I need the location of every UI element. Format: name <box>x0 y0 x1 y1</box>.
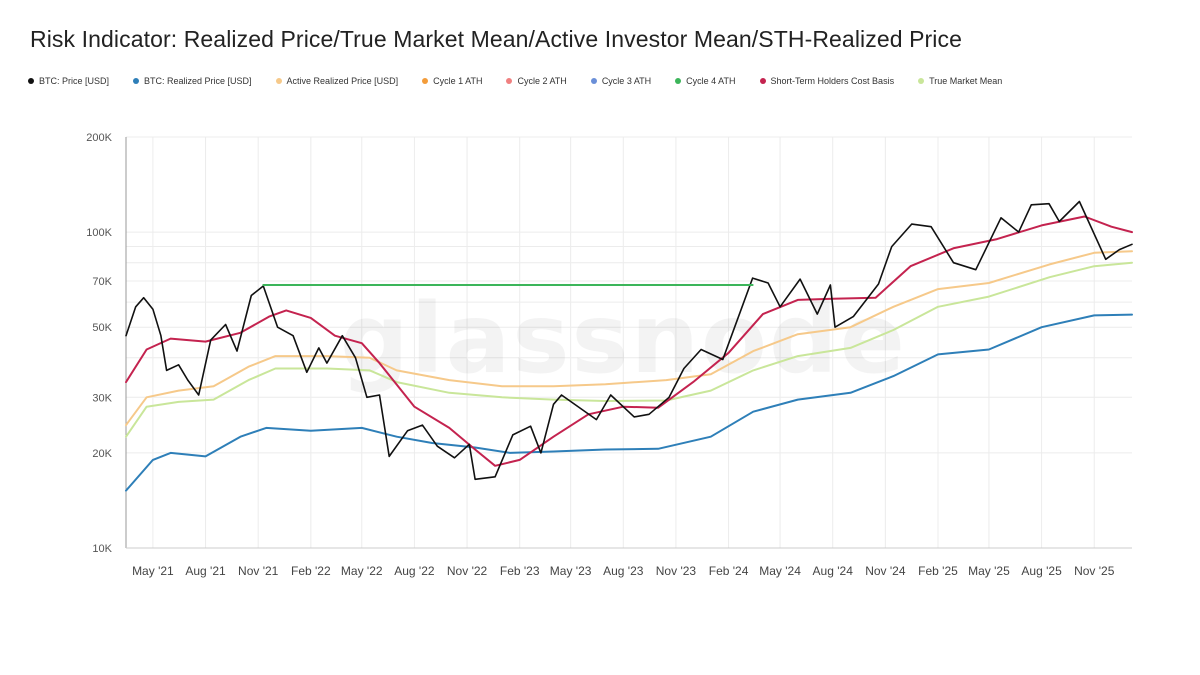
legend-dot-icon <box>422 78 429 84</box>
y-tick-label: 50K <box>92 322 112 334</box>
y-tick-label: 20K <box>92 448 112 460</box>
gridlines <box>126 136 1132 549</box>
x-tick-label: Aug '24 <box>813 564 854 578</box>
series-line-btc-realized-price-usd <box>125 313 1133 492</box>
x-tick-label: Aug '22 <box>394 564 435 578</box>
series-line-btc-price-usd <box>125 200 1133 481</box>
y-tick-label: 10K <box>92 543 112 555</box>
legend-dot-icon <box>133 78 140 84</box>
legend-dot-icon <box>918 78 925 84</box>
legend-label: Cycle 1 ATH <box>433 76 483 86</box>
legend-item[interactable]: BTC: Price [USD] <box>28 76 109 86</box>
series-line-short-term-holders-cost-basis <box>125 215 1133 467</box>
legend-dot-icon <box>675 78 682 84</box>
series-line-true-market-mean <box>125 261 1133 438</box>
x-tick-label: Feb '23 <box>500 564 540 578</box>
legend-label: Short-Term Holders Cost Basis <box>770 76 895 86</box>
legend-label: BTC: Realized Price [USD] <box>144 76 252 86</box>
legend-dot-icon <box>275 78 282 84</box>
legend-label: Active Realized Price [USD] <box>286 76 399 86</box>
legend-label: Cycle 3 ATH <box>601 76 652 86</box>
legend-item[interactable]: True Market Mean <box>918 76 1002 86</box>
legend-item[interactable]: Active Realized Price [USD] <box>275 76 399 86</box>
x-tick-label: May '25 <box>968 564 1010 578</box>
y-tick-label: 100K <box>86 227 112 239</box>
chart-title: Risk Indicator: Realized Price/True Mark… <box>30 26 963 52</box>
legend-dot-icon <box>590 78 597 84</box>
x-tick-label: Feb '25 <box>918 564 958 578</box>
x-tick-label: Aug '23 <box>603 564 644 578</box>
x-tick-label: Nov '21 <box>238 564 279 578</box>
legend-item[interactable]: BTC: Realized Price [USD] <box>133 76 252 86</box>
x-tick-label: Aug '21 <box>185 564 226 578</box>
x-tick-label: Nov '24 <box>865 564 906 578</box>
legend-item[interactable]: Cycle 2 ATH <box>506 76 567 86</box>
series-line-active-realized-price-usd <box>125 250 1133 427</box>
x-tick-label: Feb '22 <box>291 564 331 578</box>
x-tick-label: May '21 <box>132 564 174 578</box>
legend-dot-icon <box>506 78 513 84</box>
x-tick-label: Nov '23 <box>656 564 697 578</box>
legend-dot-icon <box>28 78 34 84</box>
legend-label: True Market Mean <box>929 76 1003 86</box>
y-tick-label: 30K <box>92 392 112 404</box>
x-tick-label: May '23 <box>550 564 592 578</box>
legend-item[interactable]: Cycle 4 ATH <box>675 76 736 86</box>
x-tick-label: May '22 <box>341 564 383 578</box>
legend-label: Cycle 4 ATH <box>686 76 736 86</box>
x-tick-label: Nov '22 <box>447 564 488 578</box>
legend-label: Cycle 2 ATH <box>517 76 567 86</box>
x-tick-label: Feb '24 <box>709 564 749 578</box>
y-tick-label: 70K <box>92 276 112 288</box>
x-tick-label: May '24 <box>759 564 801 578</box>
series-group <box>125 200 1133 492</box>
legend-item[interactable]: Cycle 1 ATH <box>422 76 482 86</box>
legend-item[interactable]: Cycle 3 ATH <box>590 76 652 86</box>
chart-legend: BTC: Price [USD] BTC: Realized Price [USD… <box>28 76 1178 86</box>
legend-dot-icon <box>759 78 766 84</box>
y-tick-label: 200K <box>86 132 112 144</box>
x-tick-label: Nov '25 <box>1074 564 1115 578</box>
x-tick-label: Aug '25 <box>1021 564 1062 578</box>
legend-label: BTC: Price [USD] <box>39 76 110 86</box>
legend-item[interactable]: Short-Term Holders Cost Basis <box>759 76 895 86</box>
